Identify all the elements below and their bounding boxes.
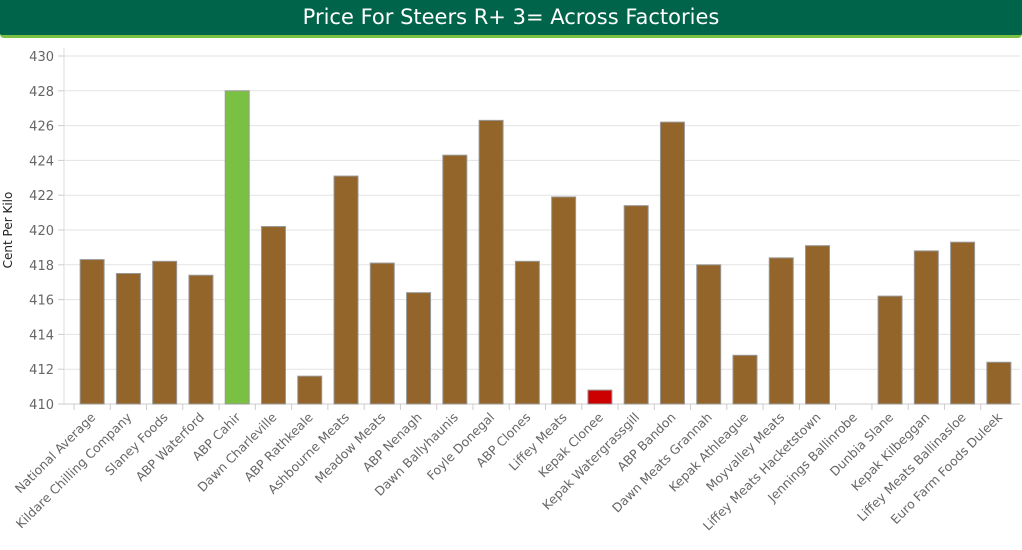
bar-dawn-charleville [260,226,286,405]
bar-meadow-meats [369,262,395,405]
bar-liffey-meats [551,196,577,405]
bar-liffey-meats-hacketstown [805,245,831,405]
chart-title: Price For Steers R+ 3= Across Factories [0,0,1022,38]
y-tick-label: 428 [29,85,54,100]
y-tick-label: 416 [29,294,54,309]
bar-slaney-foods [152,260,178,405]
y-tick-label: 426 [29,120,54,135]
bar-abp-nenagh [406,292,432,405]
bar-foyle-donegal [478,119,504,405]
bar-dunbia-slane [877,295,903,405]
bar-kepak-kilbeggan [913,250,939,405]
bar-euro-farm-foods-duleek [986,361,1012,405]
bar-abp-waterford [188,274,214,405]
y-tick-label: 424 [29,154,54,169]
bar-moyvalley-meats [768,257,794,405]
y-tick-label: 412 [29,363,54,378]
y-tick-label: 430 [29,50,54,65]
bar-kepak-clonee [587,389,613,405]
bar-national-average [79,259,105,405]
bar-abp-rathkeale [297,375,323,405]
bar-abp-cahir [224,90,250,405]
x-tick-label: Slaney Foods [102,410,171,479]
y-tick-label: 422 [29,189,54,204]
y-tick-label: 414 [29,328,54,343]
bar-kepak-athleague [732,354,758,405]
bar-liffey-meats-ballinasloe [950,241,976,405]
y-tick-label: 418 [29,259,54,274]
y-tick-label: 410 [29,398,54,413]
bar-ashbourne-meats [333,175,359,405]
y-tick-label: 420 [29,224,54,239]
bar-kildare-chilling-company [115,273,141,405]
y-axis-label: Cent Per Kilo [1,192,15,269]
bar-kepak-watergrassgill [623,205,649,405]
bar-dawn-meats-grannah [696,264,722,405]
bar-abp-bandon [659,121,685,405]
bar-dawn-ballyhaunis [442,154,468,405]
bar-abp-clones [514,260,540,405]
